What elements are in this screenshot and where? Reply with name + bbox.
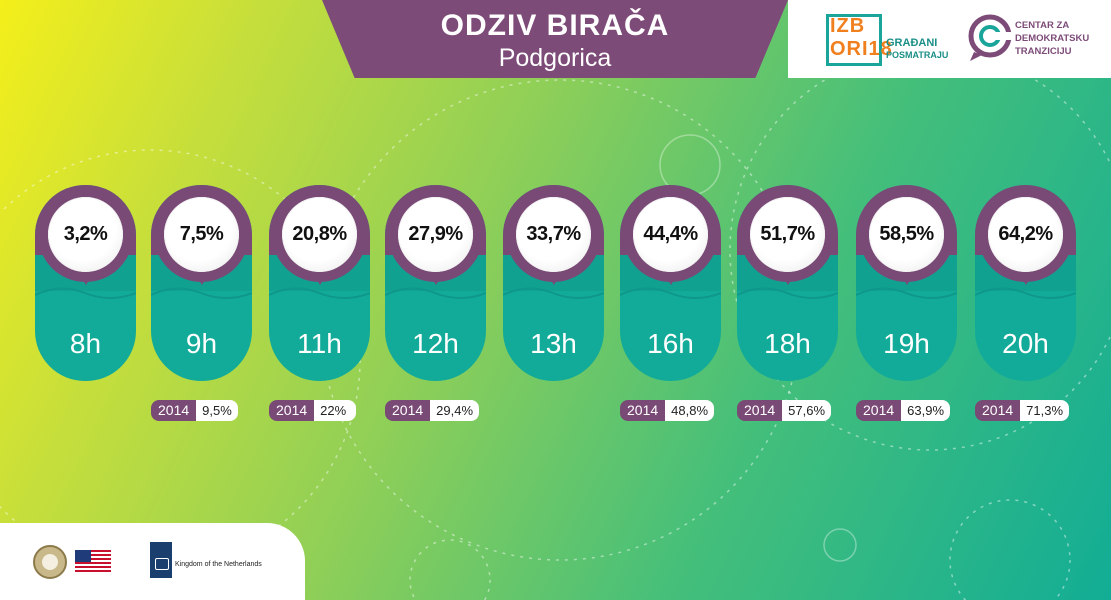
previous-year: 2014 (856, 400, 901, 421)
turnout-percent: 64,2% (998, 223, 1052, 246)
turnout-hour: 11h (269, 328, 370, 360)
turnout-percent: 20,8% (292, 223, 346, 246)
turnout-hour: 13h (503, 328, 604, 360)
percent-ring: 27,9% (388, 187, 483, 282)
previous-value: 22% (314, 400, 356, 421)
previous-turnout-badge: 2014 63,9% (856, 400, 950, 421)
turnout-percent: 3,2% (64, 223, 108, 246)
turnout-hour: 16h (620, 328, 721, 360)
previous-turnout-badge: 2014 57,6% (737, 400, 831, 421)
previous-turnout-badge: 2014 22% (269, 400, 356, 421)
previous-year: 2014 (269, 400, 314, 421)
previous-turnout-badge: 2014 9,5% (151, 400, 238, 421)
previous-value: 57,6% (782, 400, 831, 421)
turnout-percent: 51,7% (760, 223, 814, 246)
previous-value: 9,5% (196, 400, 238, 421)
turnout-hour: 19h (856, 328, 957, 360)
turnout-percent: 58,5% (879, 223, 933, 246)
turnout-hour: 9h (151, 328, 252, 360)
us-flag-icon (75, 550, 111, 574)
turnout-hour: 20h (975, 328, 1076, 360)
previous-year: 2014 (385, 400, 430, 421)
netherlands-label: Kingdom of the Netherlands (175, 561, 262, 568)
percent-ring: 64,2% (978, 187, 1073, 282)
turnout-percent: 33,7% (526, 223, 580, 246)
percent-ring: 33,7% (506, 187, 601, 282)
us-embassy-seal-icon (33, 545, 67, 579)
previous-year: 2014 (737, 400, 782, 421)
turnout-hour: 8h (35, 328, 136, 360)
turnout-hour: 18h (737, 328, 838, 360)
previous-turnout-badge: 2014 48,8% (620, 400, 714, 421)
previous-value: 48,8% (665, 400, 714, 421)
turnout-percent: 44,4% (643, 223, 697, 246)
previous-value: 63,9% (901, 400, 950, 421)
percent-ring: 3,2% (38, 187, 133, 282)
turnout-hour: 12h (385, 328, 486, 360)
previous-value: 29,4% (430, 400, 479, 421)
percent-ring: 7,5% (154, 187, 249, 282)
percent-ring: 51,7% (740, 187, 835, 282)
turnout-percent: 27,9% (408, 223, 462, 246)
previous-year: 2014 (620, 400, 665, 421)
percent-ring: 58,5% (859, 187, 954, 282)
previous-year: 2014 (151, 400, 196, 421)
percent-ring: 44,4% (623, 187, 718, 282)
previous-value: 71,3% (1020, 400, 1069, 421)
netherlands-coat-of-arms-icon (150, 542, 172, 578)
previous-year: 2014 (975, 400, 1020, 421)
percent-ring: 20,8% (272, 187, 367, 282)
previous-turnout-badge: 2014 71,3% (975, 400, 1069, 421)
previous-turnout-badge: 2014 29,4% (385, 400, 479, 421)
turnout-percent: 7,5% (180, 223, 224, 246)
